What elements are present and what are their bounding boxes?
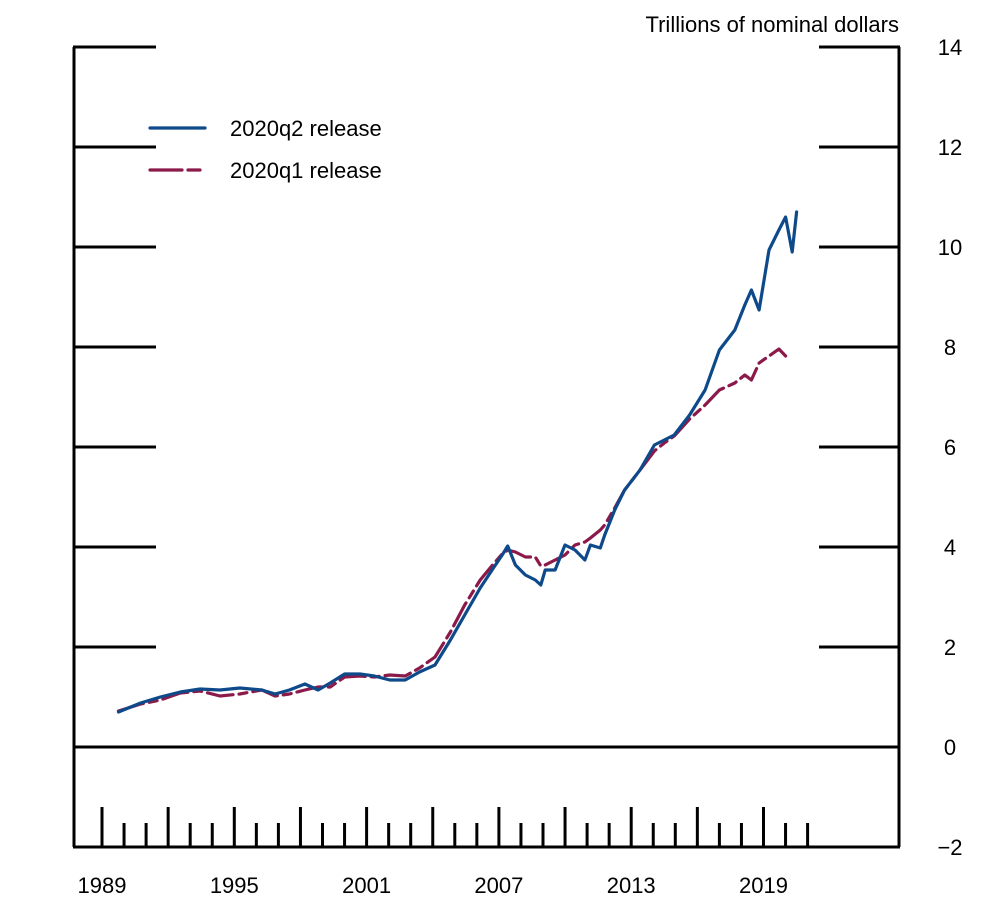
legend-label-1: 2020q1 release: [230, 158, 382, 183]
y-axis: −2 0 2 4 6 8 10 12 14: [74, 35, 963, 860]
x-tick-label: 2019: [739, 873, 788, 898]
series-line-2020q2-release: [116, 210, 799, 714]
plot-frame: [72, 45, 901, 849]
legend-label-0: 2020q2 release: [230, 116, 382, 141]
x-tick-label: 2007: [474, 873, 523, 898]
legend: 2020q2 release 2020q1 release: [148, 116, 382, 183]
y-tick-label: 6: [944, 435, 956, 460]
series-group: [116, 210, 799, 714]
y-axis-unit-label: Trillions of nominal dollars: [645, 12, 899, 37]
x-tick-label: 1989: [78, 873, 127, 898]
series-line-2020q1-release: [116, 347, 788, 713]
y-tick-label: 2: [944, 635, 956, 660]
y-tick-label: 12: [938, 135, 962, 160]
y-tick-label: 14: [938, 35, 962, 60]
y-tick-label: 4: [944, 535, 956, 560]
y-tick-label: 0: [944, 735, 956, 760]
y-tick-label: −2: [937, 835, 962, 860]
x-tick-label: 1995: [210, 873, 259, 898]
y-tick-label: 8: [944, 335, 956, 360]
x-tick-label: 2013: [607, 873, 656, 898]
y-tick-label: 10: [938, 235, 962, 260]
x-tick-label: 2001: [342, 873, 391, 898]
x-axis: 1989 1995 2001 2007 2013 2019: [78, 807, 810, 898]
